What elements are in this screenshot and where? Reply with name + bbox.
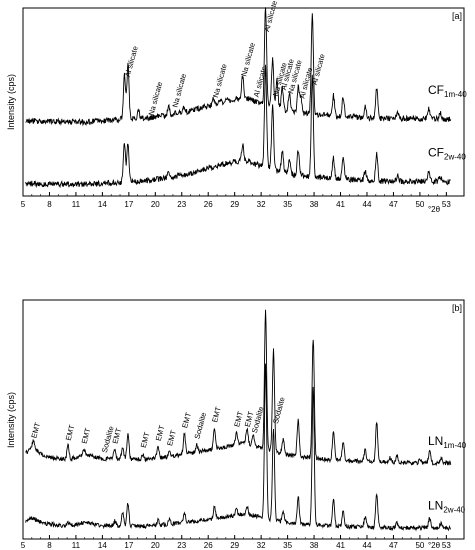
peak-annotation: Sodalite [192, 411, 208, 440]
annotations-a: Al silicate Na silicate Na silicate Na sili… [123, 0, 327, 117]
series-line-LN2w-40 [25, 363, 452, 532]
x-axis-label-a: °2θ [428, 205, 441, 214]
series-label-main: CF [428, 83, 444, 97]
peak-annotation: EMT [80, 427, 93, 445]
x-tick-label: 47 [389, 541, 398, 550]
x-tick-label: 53 [442, 200, 451, 209]
x-ticks-a: 5 8 11 14 17 20 23 26 29 32 35 38 41 44 47 50 53 [21, 192, 451, 209]
x-tick-label: 11 [72, 200, 81, 209]
x-tick-label: 8 [47, 541, 52, 550]
peak-annotation: EMT [139, 431, 152, 449]
peak-annotation: EMT [243, 410, 256, 428]
peak-annotation: Na silicate [147, 81, 165, 117]
x-tick-label: 8 [47, 200, 52, 209]
peak-annotation: EMT [110, 427, 123, 445]
x-tick-label: 11 [72, 541, 81, 550]
peak-annotation: Na silicate [211, 63, 229, 99]
peak-annotation: Sodalite [271, 396, 287, 425]
series-label-sub: 2w-40 [443, 506, 465, 515]
x-tick-label: 44 [363, 541, 372, 550]
x-tick-label: 41 [336, 541, 345, 550]
peak-annotation: EMT [64, 424, 77, 442]
panel-label-b: [b] [452, 303, 462, 313]
panel-a: [a] Intensity (cps) °2θ 5 8 11 14 17 20 23 26 29… [6, 0, 467, 214]
series-label-sub: 1m-40 [444, 90, 467, 99]
y-axis-label-a: Intensity (cps) [6, 74, 16, 130]
x-tick-label: 17 [124, 200, 133, 209]
x-tick-label: 20 [151, 200, 160, 209]
x-tick-label: 26 [204, 200, 213, 209]
peak-annotation: Na silicate [239, 42, 257, 78]
x-axis-label-b: °2θ [428, 541, 441, 550]
panel-b: [b] Intensity (cps) °2θ 5 8 11 14 17 20 23 26 29… [6, 299, 467, 550]
x-ticks-b: 5 8 11 14 17 20 23 26 29 32 35 38 41 44 47 50 53 [21, 535, 451, 550]
series-label: LN2w-40 [428, 499, 466, 515]
x-tick-label: 14 [98, 541, 107, 550]
series-label-sub: 2w-40 [444, 153, 466, 162]
x-tick-label: 35 [283, 541, 292, 550]
x-tick-label: 38 [310, 541, 319, 550]
series-label: CF1m-40 [428, 83, 467, 99]
series-line-CF1m-40 [25, 7, 452, 127]
x-tick-label: 29 [230, 200, 239, 209]
x-tick-label: 47 [389, 200, 398, 209]
x-tick-label: 32 [257, 200, 266, 209]
peak-annotation: EMT [232, 410, 245, 428]
x-tick-label: 35 [283, 200, 292, 209]
x-tick-label: 44 [363, 200, 372, 209]
series-label-main: LN [428, 434, 443, 448]
plot-frame-a [22, 7, 465, 197]
x-tick-label: 23 [177, 200, 186, 209]
x-tick-label: 20 [151, 541, 160, 550]
x-tick-label: 23 [177, 541, 186, 550]
x-tick-label: 17 [124, 541, 133, 550]
x-tick-label: 5 [21, 200, 26, 209]
peak-annotation: Al silicate [123, 45, 140, 78]
x-tick-label: 26 [204, 541, 213, 550]
x-tick-label: 5 [21, 541, 26, 550]
series-label-main: LN [428, 499, 443, 513]
peak-annotation: EMT [210, 405, 223, 423]
peak-annotation: EMT [180, 411, 193, 429]
panel-label-a: [a] [452, 11, 462, 21]
series-label: CF2w-40 [428, 146, 466, 162]
y-axis-label-b: Intensity (cps) [6, 392, 16, 448]
series-label-sub: 1m-40 [443, 441, 466, 450]
x-tick-label: 38 [310, 200, 319, 209]
peak-annotation: Na silicate [170, 73, 188, 109]
x-tick-label: 14 [98, 200, 107, 209]
series-label-main: CF [428, 146, 444, 160]
x-tick-label: 50 [415, 200, 424, 209]
series-label: LN1m-40 [428, 434, 467, 450]
x-tick-label: 41 [336, 200, 345, 209]
x-tick-label: 53 [442, 541, 451, 550]
series-line-CF2w-40 [25, 64, 451, 189]
x-tick-label: 32 [257, 541, 266, 550]
x-tick-label: 50 [415, 541, 424, 550]
series-line-LN1m-40 [25, 309, 452, 467]
x-tick-label: 29 [230, 541, 239, 550]
peak-annotation: EMT [165, 429, 178, 447]
peak-annotation: EMT [154, 424, 167, 442]
peak-annotation: EMT [29, 421, 42, 439]
